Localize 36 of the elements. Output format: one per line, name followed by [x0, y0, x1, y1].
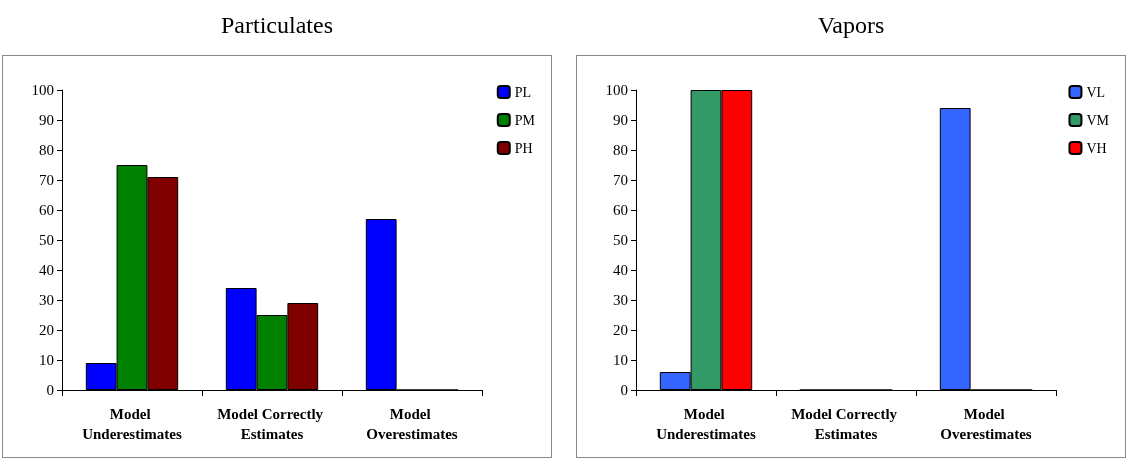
x-tick-label: Model Overestimates	[940, 406, 1032, 442]
y-tick-label: 100	[31, 82, 54, 98]
y-tick-label: 40	[39, 262, 54, 278]
y-tick-label: 90	[39, 112, 54, 128]
y-tick-label: 30	[613, 292, 628, 308]
x-tick-label: Model Correctly Estimates	[217, 406, 327, 442]
legend-label: PM	[514, 112, 536, 128]
y-tick-label: 90	[613, 112, 628, 128]
y-tick-label: 20	[39, 322, 54, 338]
x-tick-label: Model Underestimates	[82, 406, 183, 442]
legend-label: PL	[514, 84, 532, 100]
legend-label: VH	[1086, 140, 1107, 156]
y-tick-label: 30	[39, 292, 54, 308]
y-tick-label: 10	[613, 352, 628, 368]
y-tick-label: 70	[39, 172, 54, 188]
y-tick-label: 50	[39, 232, 54, 248]
x-tick-label: Model Overestimates	[366, 406, 458, 442]
y-tick-label: 50	[613, 232, 628, 248]
legend-label: VL	[1086, 84, 1106, 100]
chart-title: Particulates	[221, 12, 333, 38]
chart-title: Vapors	[817, 12, 885, 38]
y-tick-label: 80	[613, 142, 628, 158]
y-tick-label: 20	[613, 322, 628, 338]
y-tick-label: 40	[613, 262, 628, 278]
y-tick-label: 70	[613, 172, 628, 188]
y-tick-label: 60	[39, 202, 54, 218]
y-tick-label: 60	[613, 202, 628, 218]
y-tick-label: 0	[620, 382, 628, 398]
y-tick-label: 10	[39, 352, 54, 368]
x-tick-label: Model Correctly Estimates	[791, 406, 901, 442]
y-tick-label: 80	[39, 142, 54, 158]
x-tick-label: Model Underestimates	[656, 406, 757, 442]
legend-label: PH	[514, 140, 533, 156]
y-tick-label: 100	[605, 82, 628, 98]
y-tick-label: 0	[46, 382, 54, 398]
legend-label: VM	[1086, 112, 1110, 128]
